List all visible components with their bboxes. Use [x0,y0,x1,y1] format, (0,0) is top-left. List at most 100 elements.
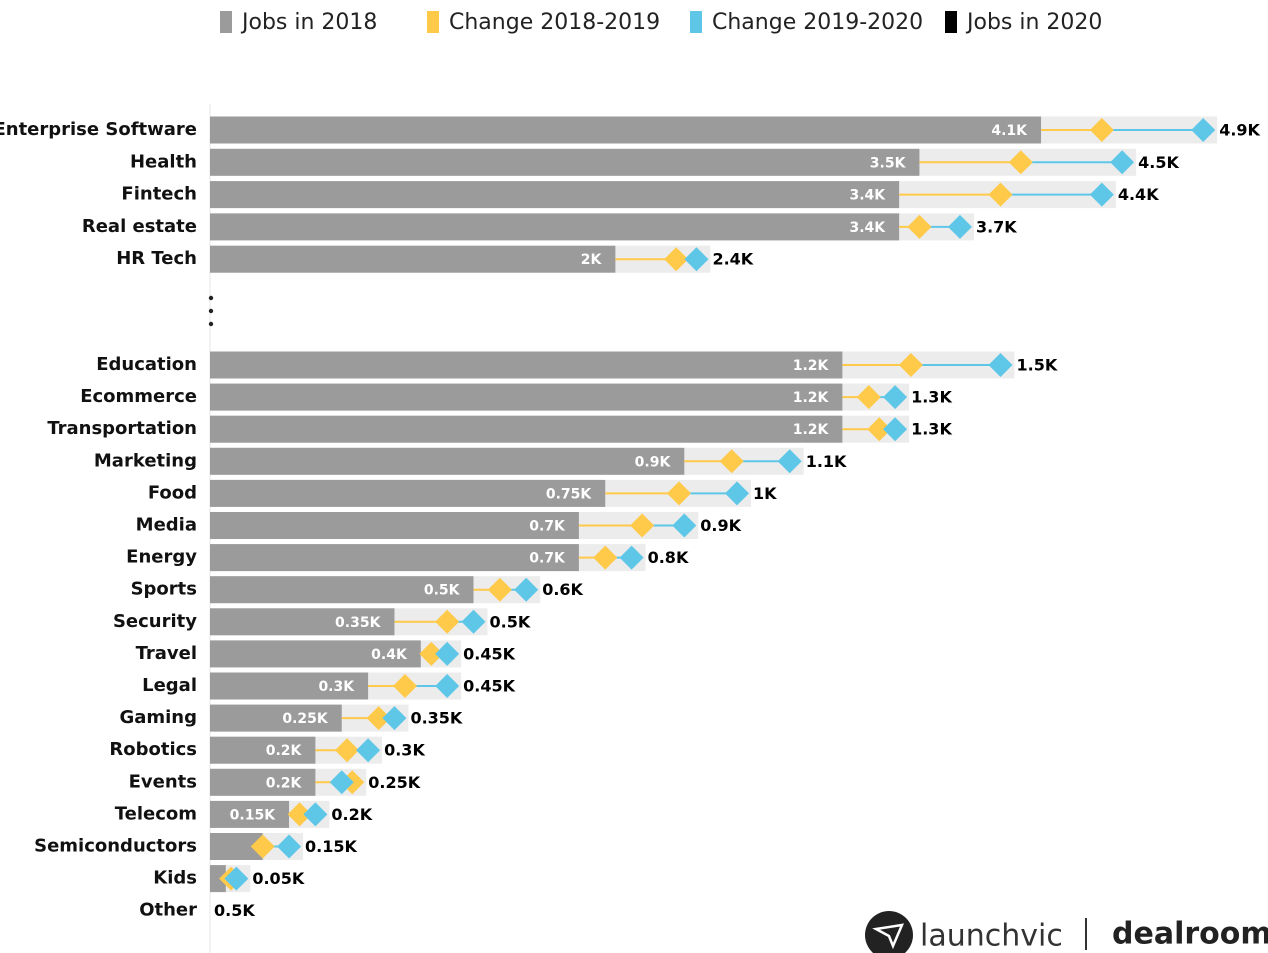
diamond [366,706,391,731]
bar-label: 0.35K [335,615,382,631]
bar-label: 0.3K [318,679,355,695]
bar-label: 0.7K [529,551,566,567]
category-label: Semiconductors [34,836,197,857]
brand-left: launchvic [920,919,1063,953]
legend-label: Jobs in 2020 [965,10,1102,35]
legend-label: Change 2019-2020 [712,10,923,35]
total-label: 1.1K [806,452,847,471]
total-label: 4.5K [1138,153,1179,172]
bar [210,672,369,700]
total-label: 0.45K [463,677,515,696]
diamond [883,385,908,410]
category-label: Travel [136,643,197,664]
total-label: 0.45K [463,644,515,663]
bar-label: 0.7K [529,519,566,535]
total-label: 0.6K [542,580,583,599]
diamond [514,577,539,602]
diamond [988,353,1013,377]
category-label: Enterprise Software [0,119,197,140]
category-label: Robotics [109,739,197,760]
diamond [719,449,744,474]
bar-label: 0.2K [266,775,303,791]
diamond [303,802,328,827]
diamond [435,641,460,666]
diamond [435,609,460,634]
legend-swatch [690,11,702,33]
bar-label: 0.15K [230,807,277,823]
total-label: 0.5K [490,612,531,631]
diamond [684,247,709,272]
total-label: 1.3K [911,420,952,439]
legend-label: Change 2018-2019 [449,10,660,35]
diamond [777,449,802,474]
diamond [667,481,692,506]
bar-label: 3.4K [849,220,886,236]
category-label: Events [129,771,197,792]
diamond [672,513,697,538]
category-label: Security [113,611,197,632]
diamond [664,247,689,272]
total-label: 1K [753,484,777,503]
bar-label: 1.2K [793,390,830,406]
bar-label: 2K [581,252,603,268]
legend-swatch [427,11,439,33]
total-label: 0.05K [252,869,304,888]
category-label: Telecom [115,803,197,824]
bar [210,544,579,572]
category-label: Health [130,151,197,172]
bar [210,181,900,209]
diamond [224,866,249,891]
bar [210,479,606,507]
diamond [630,513,655,538]
diamond [1089,182,1114,207]
category-label: Legal [142,675,197,696]
diamond [250,834,275,859]
diamond [1110,150,1135,175]
category-label: Other [139,900,197,921]
diamond [883,417,908,442]
category-label: Education [96,354,197,375]
total-label: 4.9K [1219,121,1260,140]
total-label: 0.35K [410,709,462,728]
bar-label: 0.5K [424,583,461,599]
category-label: Transportation [47,418,197,439]
legend-swatch [945,11,957,33]
legend-swatch [220,11,232,33]
diamond [907,214,932,239]
total-label: 1.3K [911,388,952,407]
diamond [461,609,486,634]
total-label: 1.5K [1017,356,1058,375]
diamond [392,674,417,698]
legend-label: Jobs in 2018 [240,10,377,35]
diamond [593,545,618,570]
bar [210,865,226,893]
diamond [947,214,972,239]
bar [210,213,900,241]
bar [210,415,843,443]
total-label: 0.9K [700,516,741,535]
category-label: Media [136,515,197,536]
bar [210,800,290,828]
bar-label: 0.75K [546,486,593,502]
bar [210,736,316,764]
category-label: Kids [153,868,197,889]
category-label: Real estate [82,216,197,237]
bar [210,608,395,636]
bar-label: 0.9K [635,454,672,470]
category-label: Ecommerce [80,386,197,407]
total-label: 0.3K [384,741,425,760]
diamond [487,577,512,602]
diamond [856,385,881,410]
bar [210,116,1042,144]
bar-label: 0.2K [266,743,303,759]
category-label: Food [148,482,197,503]
bar [210,512,579,539]
diamond [1089,118,1114,142]
diamond [277,834,302,859]
total-label: 0.8K [648,548,689,567]
category-label: HR Tech [116,248,197,269]
diamond [329,770,354,795]
bar [210,447,685,475]
total-label: 3.7K [976,217,1017,236]
